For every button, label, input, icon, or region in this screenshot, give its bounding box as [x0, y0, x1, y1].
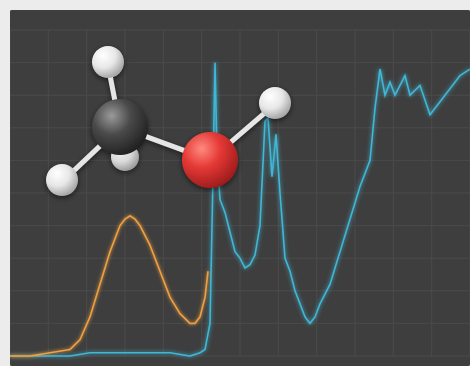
spectrum-illustration [10, 10, 470, 366]
hydrogen-atom-right [259, 87, 291, 119]
hydrogen-atom-left [46, 164, 78, 196]
illustration-frame [10, 10, 470, 366]
grid [10, 29, 470, 357]
cyan-spectrum-line [10, 62, 470, 357]
oxygen-atom [182, 132, 238, 188]
molecule [46, 46, 291, 196]
orange-spectrum-line [10, 214, 209, 357]
hydrogen-atom-top [92, 46, 124, 78]
carbon-atom [92, 99, 148, 155]
